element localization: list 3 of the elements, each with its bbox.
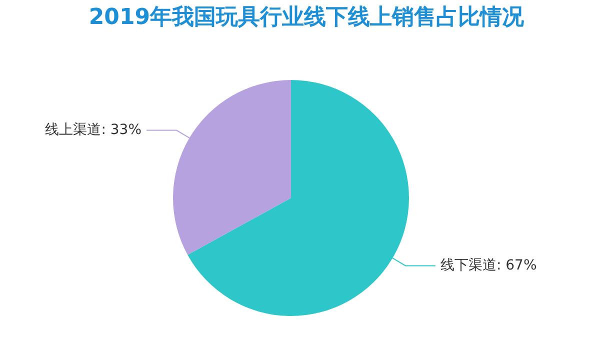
chart-title: 2019年我国玩具行业线下线上销售占比情况 [88,4,526,32]
slice-label: 线上渠道: 33% [45,122,142,138]
slice-label: 线下渠道: 67% [440,257,537,274]
